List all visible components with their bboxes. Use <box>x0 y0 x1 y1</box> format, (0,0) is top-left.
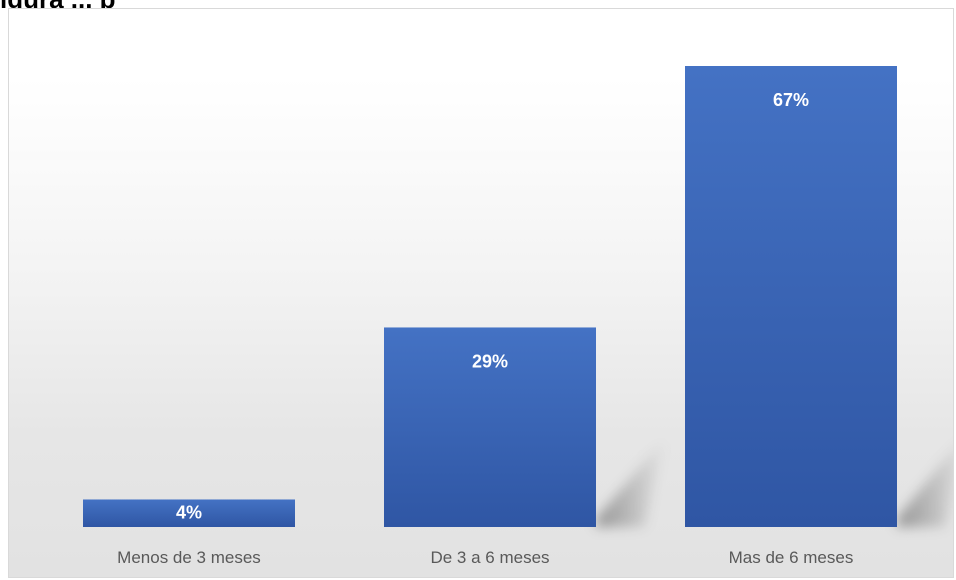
category-label: Mas de 6 meses <box>729 548 854 567</box>
category-label: De 3 a 6 meses <box>430 548 549 567</box>
bar-chart: 4% 29% 67% Menos de 3 meses De 3 a 6 meses M… <box>83 66 953 567</box>
bar <box>384 327 596 527</box>
bar-shadow <box>596 437 666 527</box>
data-label: 29% <box>472 351 508 371</box>
bar <box>685 66 897 527</box>
data-label: 4% <box>176 502 202 522</box>
chart-area: 4% 29% 67% Menos de 3 meses De 3 a 6 meses M… <box>8 8 954 578</box>
bar-shadow <box>897 449 953 527</box>
bar <box>83 499 295 527</box>
data-label: 67% <box>773 90 809 110</box>
category-label: Menos de 3 meses <box>117 548 261 567</box>
